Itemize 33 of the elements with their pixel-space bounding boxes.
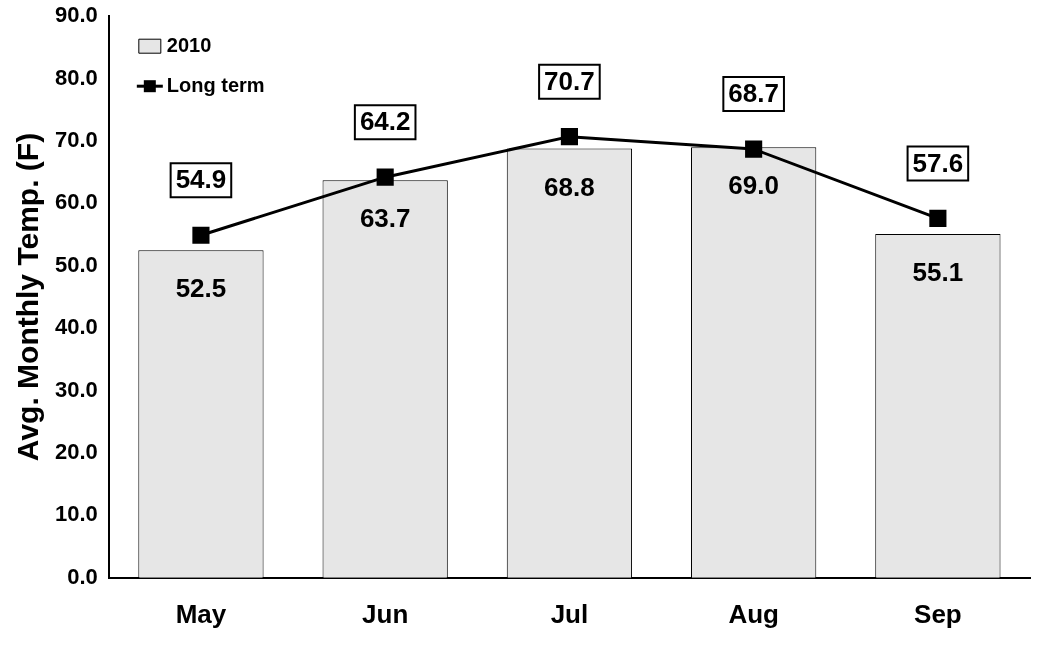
data-label: 54.9	[175, 164, 227, 195]
data-label: 64.2	[359, 106, 411, 137]
data-label: 55.1	[912, 257, 964, 288]
point	[192, 226, 210, 244]
data-label: 68.8	[544, 171, 595, 202]
data-label: 70.7	[544, 65, 595, 96]
data-label: 69.0	[728, 170, 779, 201]
data-label: 52.5	[175, 273, 227, 304]
y-tick-label: 40.0	[54, 314, 98, 340]
y-tick-label: 90.0	[54, 2, 98, 28]
data-label: 57.6	[912, 147, 964, 178]
legend-label: 2010	[166, 33, 212, 56]
y-tick-label: 0.0	[67, 563, 98, 589]
point	[376, 168, 394, 186]
y-tick-label: 70.0	[54, 127, 98, 153]
y-tick-label: 20.0	[54, 439, 98, 465]
data-label: 63.7	[359, 203, 411, 234]
y-tick-label: 80.0	[54, 64, 98, 90]
y-tick-label: 60.0	[54, 189, 98, 215]
point	[560, 128, 578, 146]
point	[929, 209, 947, 227]
x-tick-label: May	[175, 598, 227, 629]
y-axis-title: Avg. Monthly Temp. (F)	[11, 132, 45, 462]
x-tick-label: Aug	[728, 598, 779, 629]
y-tick-label: 50.0	[54, 251, 98, 277]
x-tick-label: Sep	[914, 598, 962, 629]
y-tick-label: 10.0	[54, 501, 98, 527]
x-tick-label: Jul	[550, 598, 589, 629]
legend-label: Long term	[166, 73, 265, 96]
y-tick-label: 30.0	[54, 376, 98, 402]
data-label: 68.7	[728, 78, 779, 109]
x-tick-label: Jun	[362, 598, 409, 629]
point	[745, 140, 763, 158]
